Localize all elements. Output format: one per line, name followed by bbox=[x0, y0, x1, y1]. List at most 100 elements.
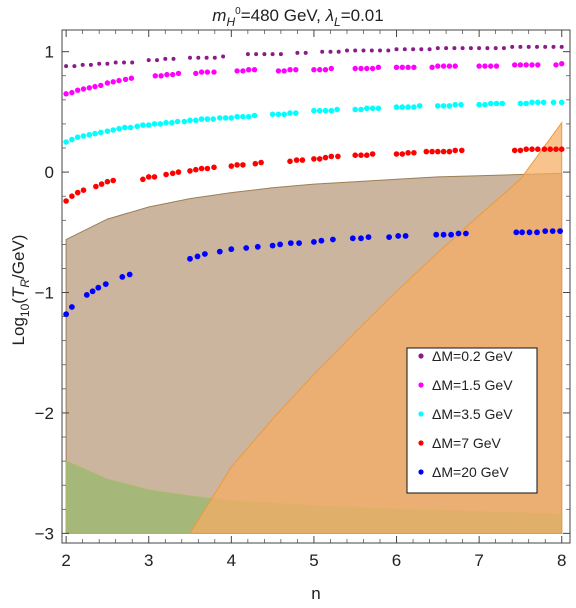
legend-marker bbox=[418, 411, 424, 417]
data-point-series-5 bbox=[194, 253, 201, 260]
data-point-series-1 bbox=[419, 47, 424, 52]
data-point-series-3 bbox=[157, 121, 164, 127]
data-point-series-5 bbox=[243, 245, 250, 251]
data-point-series-2 bbox=[80, 86, 87, 92]
data-point-series-3 bbox=[446, 103, 453, 109]
data-point-series-2 bbox=[529, 62, 535, 68]
data-point-series-5 bbox=[126, 271, 133, 278]
data-point-series-1 bbox=[105, 61, 110, 66]
ylabel-t-sub: R bbox=[18, 279, 32, 288]
data-point-series-3 bbox=[493, 100, 500, 107]
data-point-series-3 bbox=[369, 105, 376, 112]
data-point-series-4 bbox=[322, 154, 329, 161]
data-point-series-2 bbox=[399, 64, 405, 71]
data-point-series-4 bbox=[198, 165, 205, 172]
legend-label: ΔM=0.2 GeV bbox=[432, 348, 513, 364]
data-point-series-4 bbox=[511, 147, 518, 154]
y-tick-label: −1 bbox=[35, 284, 54, 303]
data-point-series-2 bbox=[281, 68, 287, 74]
data-point-series-2 bbox=[493, 63, 500, 69]
data-point-series-1 bbox=[518, 44, 523, 49]
data-point-series-2 bbox=[193, 70, 199, 77]
data-point-series-3 bbox=[476, 101, 482, 108]
data-point-series-2 bbox=[523, 62, 529, 68]
data-point-series-2 bbox=[535, 62, 541, 68]
data-point-series-5 bbox=[228, 246, 235, 253]
data-point-series-1 bbox=[369, 48, 374, 53]
data-point-series-2 bbox=[405, 64, 411, 71]
data-point-series-4 bbox=[311, 156, 317, 162]
data-point-series-2 bbox=[251, 67, 258, 73]
data-point-series-3 bbox=[69, 136, 75, 143]
data-point-series-1 bbox=[196, 55, 201, 60]
data-point-series-3 bbox=[234, 113, 240, 120]
data-point-series-4 bbox=[553, 146, 559, 152]
data-point-series-2 bbox=[553, 62, 559, 68]
data-point-series-1 bbox=[468, 46, 473, 51]
data-point-series-3 bbox=[63, 139, 69, 145]
data-point-series-5 bbox=[534, 229, 540, 236]
legend-box bbox=[406, 347, 538, 494]
title-lambda-value: =0.01 bbox=[341, 6, 384, 25]
data-point-series-2 bbox=[352, 65, 358, 72]
data-point-series-3 bbox=[92, 130, 98, 137]
data-point-series-2 bbox=[440, 63, 447, 69]
legend-marker bbox=[418, 382, 424, 388]
data-point-series-3 bbox=[293, 110, 299, 116]
legend-label: ΔM=3.5 GeV bbox=[432, 406, 513, 422]
data-point-series-3 bbox=[245, 113, 252, 120]
data-point-series-2 bbox=[393, 64, 400, 71]
data-point-series-4 bbox=[287, 158, 293, 165]
data-point-series-1 bbox=[353, 48, 358, 53]
data-point-series-2 bbox=[175, 70, 182, 77]
data-point-series-3 bbox=[364, 105, 370, 112]
data-point-series-1 bbox=[303, 50, 308, 55]
data-point-series-2 bbox=[110, 79, 116, 85]
data-point-series-3 bbox=[204, 116, 211, 122]
y-tick-label: 0 bbox=[45, 163, 54, 182]
data-point-series-3 bbox=[275, 111, 282, 118]
data-point-series-3 bbox=[80, 133, 87, 139]
data-point-series-1 bbox=[122, 60, 126, 65]
data-point-series-3 bbox=[517, 100, 524, 107]
data-point-series-4 bbox=[211, 164, 217, 171]
title-lambda-sub: L bbox=[334, 15, 341, 29]
data-point-series-3 bbox=[540, 99, 547, 106]
data-point-series-1 bbox=[163, 56, 168, 61]
data-point-series-3 bbox=[198, 116, 205, 122]
data-point-series-4 bbox=[535, 146, 541, 152]
data-point-series-3 bbox=[405, 104, 411, 110]
data-points bbox=[63, 44, 565, 318]
data-point-series-3 bbox=[140, 122, 146, 128]
data-point-series-2 bbox=[198, 69, 205, 75]
y-tick-label: −2 bbox=[35, 404, 54, 423]
data-point-series-1 bbox=[460, 46, 465, 51]
data-point-series-5 bbox=[448, 231, 454, 238]
data-point-series-3 bbox=[281, 111, 288, 118]
legend-label: ΔM=7 GeV bbox=[432, 435, 502, 451]
data-point-series-2 bbox=[116, 77, 122, 84]
data-point-series-2 bbox=[104, 80, 111, 86]
ylabel-log-sub: 10 bbox=[18, 303, 32, 317]
x-tick-label: 8 bbox=[557, 551, 566, 570]
data-point-series-4 bbox=[299, 157, 306, 163]
data-point-series-4 bbox=[352, 152, 359, 158]
data-point-series-5 bbox=[311, 239, 317, 245]
data-point-series-5 bbox=[557, 228, 563, 235]
data-point-series-1 bbox=[551, 44, 556, 49]
data-point-series-5 bbox=[349, 235, 356, 242]
data-point-series-4 bbox=[517, 147, 524, 154]
data-point-series-3 bbox=[322, 107, 329, 114]
data-point-series-1 bbox=[295, 50, 300, 55]
data-point-series-3 bbox=[334, 106, 340, 113]
data-point-series-2 bbox=[358, 65, 364, 72]
ylabel-log: Log bbox=[9, 317, 28, 345]
data-point-series-4 bbox=[529, 146, 535, 152]
data-point-series-1 bbox=[188, 55, 192, 60]
data-point-series-4 bbox=[364, 152, 370, 158]
data-point-series-1 bbox=[204, 55, 209, 60]
legend-items: ΔM=0.2 GeV ΔM=1.5 GeV ΔM=3.5 GeV ΔM=7 GeV ΔM… bbox=[418, 348, 513, 480]
x-tick-label: 5 bbox=[309, 551, 318, 570]
data-point-series-2 bbox=[170, 71, 176, 78]
data-point-series-3 bbox=[458, 101, 464, 108]
